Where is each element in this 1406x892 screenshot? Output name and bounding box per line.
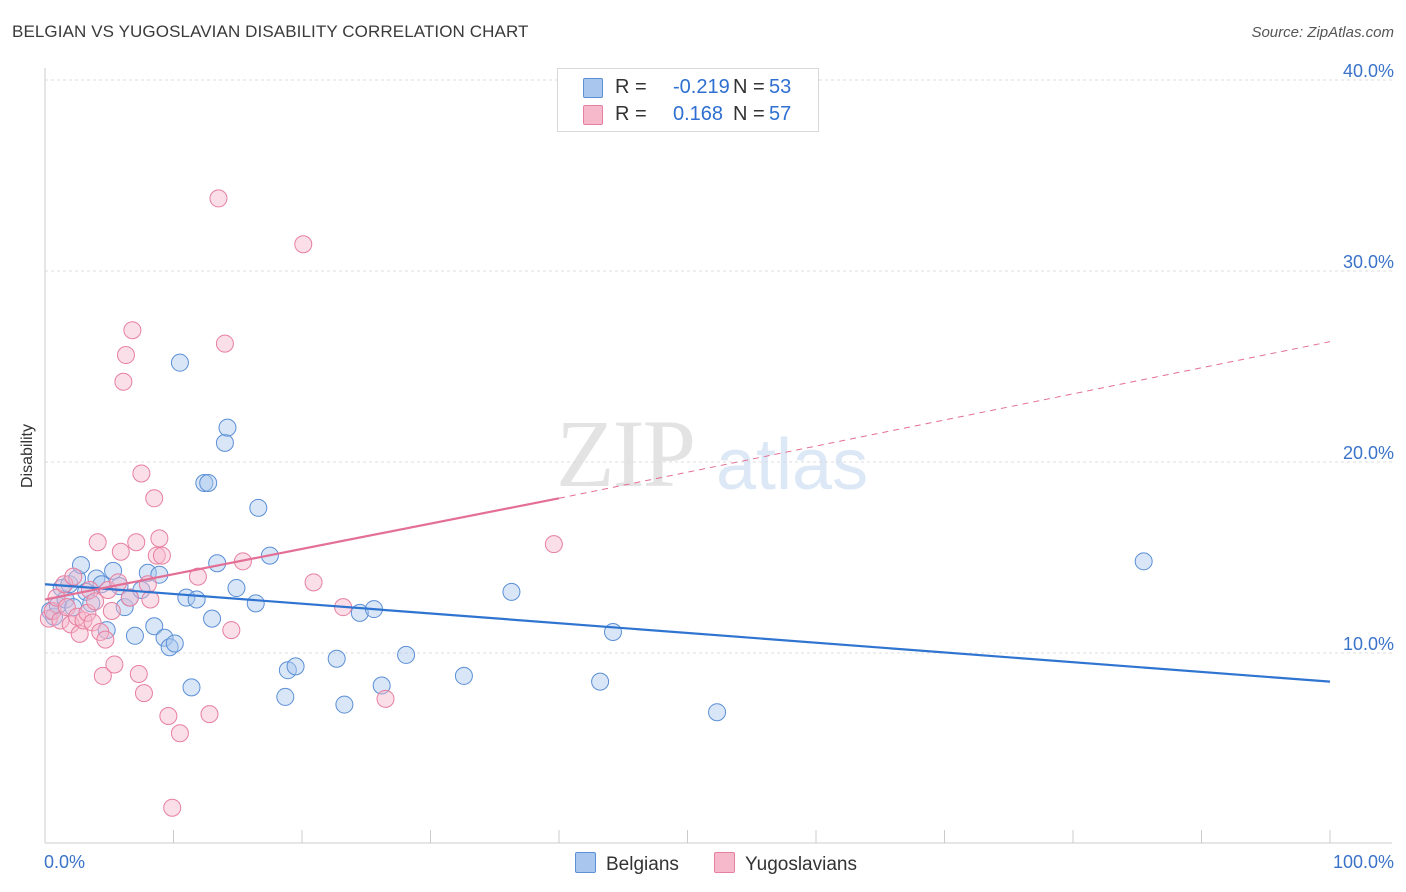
legend-r-label: R =	[615, 103, 647, 125]
point-yugoslavians	[70, 624, 89, 643]
correlation-legend: R = -0.219 N = 53 R = 0.168 N = 57	[557, 68, 819, 132]
legend-n-label: N =	[733, 103, 765, 125]
point-yugoslavians	[147, 546, 166, 565]
y-tick-label: 40.0%	[1342, 61, 1394, 81]
trendline-belgians	[44, 583, 1331, 683]
source-label: Source: ZipAtlas.com	[1251, 24, 1394, 41]
legend-n-value-yugoslavians: 57	[769, 103, 792, 125]
legend-r-label: R =	[615, 76, 647, 98]
point-yugoslavians	[376, 689, 395, 708]
point-belgians	[218, 418, 237, 437]
point-belgians	[372, 676, 391, 695]
bottom-legend-yugoslavians: Yugoslavians	[714, 852, 857, 876]
point-yugoslavians	[114, 372, 133, 391]
point-yugoslavians	[129, 665, 148, 684]
point-yugoslavians	[102, 601, 121, 620]
point-belgians	[335, 695, 354, 714]
point-yugoslavians	[127, 533, 146, 552]
point-yugoslavians	[120, 588, 139, 607]
point-belgians	[246, 594, 265, 613]
point-belgians	[208, 554, 227, 573]
point-belgians	[155, 628, 174, 647]
point-yugoslavians	[132, 464, 151, 483]
point-belgians	[1134, 552, 1153, 571]
point-belgians	[187, 590, 206, 609]
point-yugoslavians	[43, 601, 62, 620]
point-belgians	[125, 626, 144, 645]
watermark-atlas: atlas	[716, 425, 869, 505]
point-belgians	[145, 617, 164, 636]
legend-swatch-belgians	[583, 78, 603, 98]
point-belgians	[227, 579, 246, 598]
point-yugoslavians	[170, 724, 189, 743]
bottom-legend-label-yugoslavians: Yugoslavians	[745, 854, 857, 875]
legend-swatch-yugoslavians	[583, 105, 603, 125]
point-yugoslavians	[145, 489, 164, 508]
point-belgians	[286, 657, 305, 676]
point-yugoslavians	[152, 546, 171, 565]
legend-r-value-belgians: -0.219	[673, 76, 730, 98]
chart-title: BELGIAN VS YUGOSLAVIAN DISABILITY CORREL…	[12, 22, 529, 41]
point-belgians	[591, 672, 610, 691]
legend-n-value-belgians: 53	[769, 76, 792, 98]
point-yugoslavians	[88, 533, 107, 552]
point-belgians	[708, 703, 727, 722]
point-yugoslavians	[294, 235, 313, 254]
watermark-zip: ZIP	[556, 400, 696, 507]
point-belgians	[397, 645, 416, 664]
point-yugoslavians	[96, 630, 115, 649]
point-yugoslavians	[123, 321, 142, 340]
point-belgians	[87, 569, 106, 588]
legend-r-value-yugoslavians: 0.168	[673, 103, 724, 125]
point-yugoslavians	[215, 334, 234, 353]
point-yugoslavians	[163, 798, 182, 817]
point-belgians	[165, 634, 184, 653]
x-tick-label-max: 100.0%	[1332, 852, 1394, 872]
y-tick-label: 10.0%	[1342, 634, 1394, 654]
point-belgians	[249, 498, 268, 517]
point-yugoslavians	[105, 655, 124, 674]
point-yugoslavians	[93, 666, 112, 685]
y-tick-label: 30.0%	[1342, 252, 1394, 272]
point-yugoslavians	[86, 592, 105, 611]
point-yugoslavians	[141, 590, 160, 609]
bottom-legend-label-belgians: Belgians	[606, 854, 679, 875]
point-belgians	[215, 433, 234, 452]
point-yugoslavians	[200, 705, 219, 724]
point-belgians	[276, 687, 295, 706]
point-yugoslavians	[134, 684, 153, 703]
bottom-legend-belgians: Belgians	[575, 852, 679, 876]
trendline-yugoslavians-dashed	[558, 341, 1331, 499]
point-yugoslavians	[111, 542, 130, 561]
point-belgians	[199, 474, 218, 493]
point-yugoslavians	[304, 573, 323, 592]
point-belgians	[203, 609, 222, 628]
point-belgians	[97, 621, 116, 640]
point-yugoslavians	[209, 189, 228, 208]
trendline-yugoslavians-solid	[44, 497, 560, 601]
point-yugoslavians	[116, 346, 135, 365]
point-yugoslavians	[150, 529, 169, 548]
point-yugoslavians	[544, 535, 563, 554]
point-belgians	[182, 678, 201, 697]
point-yugoslavians	[188, 567, 207, 586]
bottom-legend-swatch-belgians	[575, 852, 596, 873]
point-yugoslavians	[159, 707, 178, 726]
x-tick-label-min: 0.0%	[44, 852, 86, 872]
point-belgians	[327, 649, 346, 668]
point-belgians	[195, 474, 214, 493]
y-tick-label: 20.0%	[1342, 443, 1394, 463]
point-yugoslavians	[83, 613, 102, 632]
point-belgians	[104, 561, 123, 580]
point-belgians	[502, 582, 521, 601]
point-belgians	[454, 666, 473, 685]
point-yugoslavians	[64, 567, 83, 586]
legend-n-label: N =	[733, 76, 765, 98]
point-belgians	[170, 353, 189, 372]
bottom-legend-swatch-yugoslavians	[714, 852, 735, 873]
point-yugoslavians	[222, 621, 241, 640]
